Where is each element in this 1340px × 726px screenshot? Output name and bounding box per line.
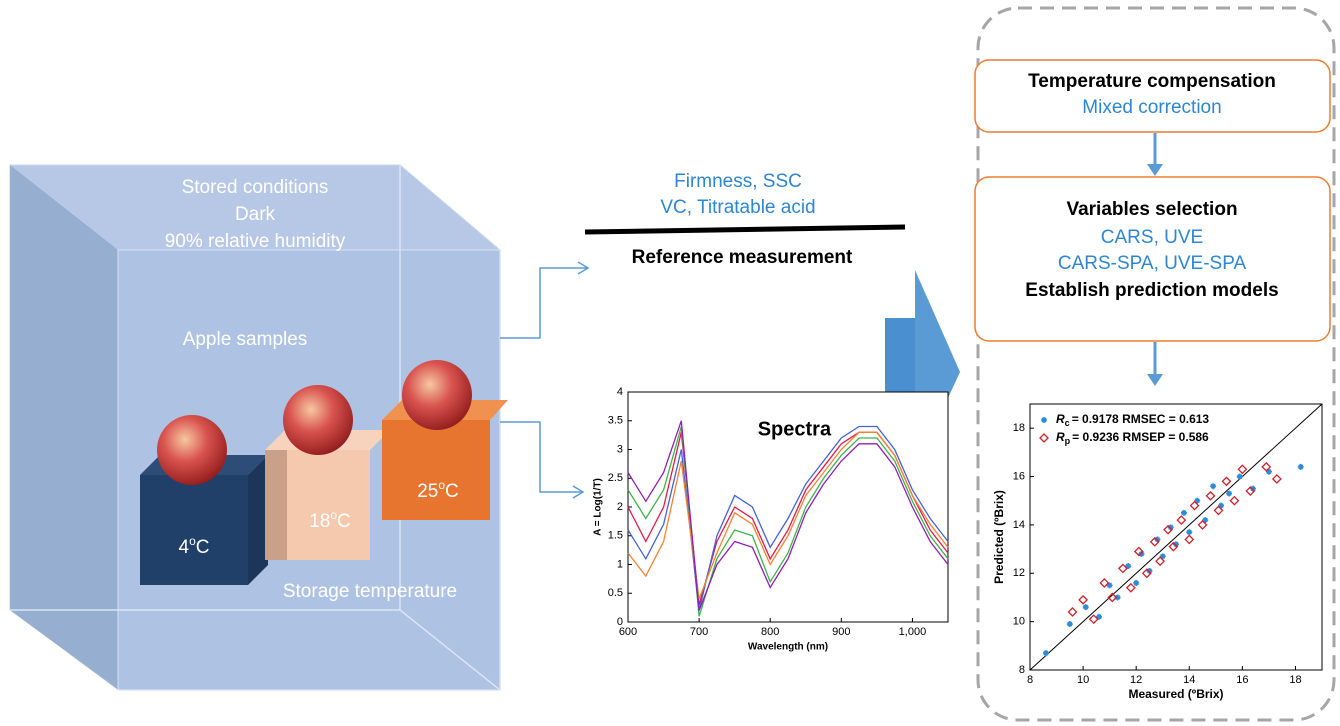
- temp-value: 18: [309, 511, 330, 532]
- step-title: Variables selection: [1066, 199, 1237, 220]
- samples-label: Apple samples: [183, 329, 308, 350]
- x-tick-label: 1,000: [899, 626, 927, 638]
- y-tick-label: 3.5: [608, 415, 623, 427]
- y-tick-label: 14: [1013, 519, 1025, 531]
- x-axis-label: Wavelength (nm): [748, 642, 828, 653]
- condition: Stored conditions: [182, 177, 329, 198]
- temp-unit: C: [196, 537, 210, 558]
- x-tick-label: 700: [690, 626, 708, 638]
- reference-item: Firmness, SSC: [674, 171, 802, 192]
- y-tick-label: 2.5: [608, 472, 623, 484]
- y-axis-label: Predicted (ºBrix): [992, 490, 1006, 584]
- temp-value: 4: [179, 537, 190, 558]
- y-tick-label: 3: [617, 443, 623, 455]
- reference-item: VC, Titratable acid: [660, 197, 815, 218]
- connector: [500, 262, 588, 498]
- x-tick-label: 18: [1289, 674, 1301, 686]
- legend-subscript: c: [1065, 418, 1070, 428]
- legend-symbol: R: [1056, 430, 1065, 444]
- legend-symbol: R: [1056, 412, 1065, 426]
- condition: Dark: [235, 204, 276, 225]
- y-tick-label: 4: [617, 386, 623, 398]
- step-footer: Establish prediction models: [1025, 280, 1278, 301]
- x-tick-label: 14: [1183, 674, 1195, 686]
- x-tick-label: 16: [1236, 674, 1248, 686]
- legend-stats: = 0.9178 RMSEC = 0.613: [1072, 412, 1210, 426]
- temp-unit: C: [445, 481, 459, 502]
- y-tick-label: 1: [617, 558, 623, 570]
- condition: 90% relative humidity: [165, 231, 346, 252]
- x-tick-label: 10: [1077, 674, 1089, 686]
- temp-unit: C: [337, 511, 351, 532]
- y-tick-label: 2: [617, 501, 623, 513]
- y-axis-label: A = Log(1/T): [593, 478, 604, 536]
- y-tick-label: 8: [1019, 664, 1025, 676]
- apple: [157, 415, 227, 485]
- x-tick-label: 8: [1027, 674, 1033, 686]
- x-axis-label: Measured (ºBrix): [1128, 687, 1223, 701]
- y-tick-label: 16: [1013, 470, 1025, 482]
- legend-entry: Rp= 0.9236 RMSEP = 0.586: [1056, 430, 1209, 446]
- reference-title: Reference measurement: [632, 247, 853, 268]
- legend-entry: Rc= 0.9178 RMSEC = 0.613: [1056, 412, 1209, 428]
- apple: [402, 360, 472, 430]
- y-tick-label: 18: [1013, 422, 1025, 434]
- x-tick-label: 800: [761, 626, 779, 638]
- step-item: CARS, UVE: [1101, 227, 1203, 248]
- apple: [283, 385, 353, 455]
- legend-stats: = 0.9236 RMSEP = 0.586: [1072, 430, 1209, 444]
- y-tick-label: 1.5: [608, 530, 623, 542]
- x-tick-label: 900: [832, 626, 850, 638]
- x-tick-label: 12: [1130, 674, 1142, 686]
- temp-value: 25: [417, 481, 438, 502]
- divider: [585, 227, 905, 232]
- step-item: CARS-SPA, UVE-SPA: [1058, 253, 1247, 274]
- y-tick-label: 0: [617, 616, 623, 628]
- temperature: 25oC: [417, 478, 459, 502]
- y-tick-label: 12: [1013, 567, 1025, 579]
- storage-footer: Storage temperature: [283, 581, 457, 602]
- diagram: Stored conditions Dark 90% relative humi…: [0, 0, 1340, 726]
- temperature: 18oC: [309, 508, 351, 532]
- y-tick-label: 10: [1013, 616, 1025, 628]
- step-title: Temperature compensation: [1028, 71, 1276, 92]
- y-tick-label: 0.5: [608, 587, 623, 599]
- legend-subscript: p: [1065, 436, 1071, 446]
- spectra-title: Spectra: [758, 418, 832, 440]
- step-item: Mixed correction: [1082, 97, 1221, 118]
